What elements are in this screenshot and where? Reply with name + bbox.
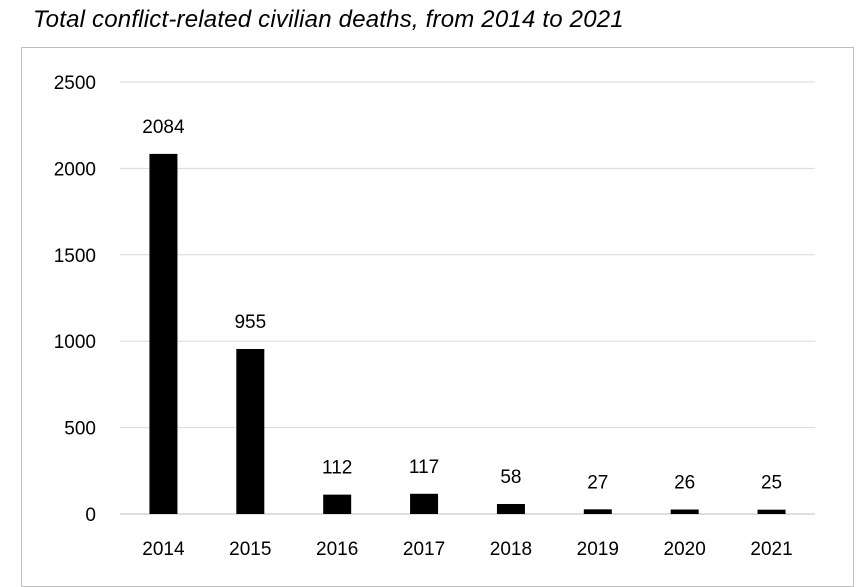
x-tick-label-2019: 2019 [577,539,619,560]
data-label-2018: 58 [500,467,521,488]
x-tick-label-2017: 2017 [403,539,445,560]
y-tick-label: 1500 [54,246,96,267]
y-tick-label: 2500 [54,73,96,94]
x-tick-label-2015: 2015 [229,539,271,560]
bar-2016 [323,494,352,514]
chart-title: Total conflict-related civilian deaths, … [33,6,624,33]
bar-2018 [496,503,525,514]
y-tick-label: 2000 [54,159,96,180]
x-tick-label-2016: 2016 [316,539,358,560]
bar-2021 [757,509,786,514]
data-label-2020: 26 [674,473,695,494]
bars [149,153,786,514]
x-tick-label-2021: 2021 [750,539,792,560]
y-tick-label: 1000 [54,332,96,353]
x-tick-label-2018: 2018 [490,539,532,560]
y-axis: 0 500 1000 1500 2000 2500 [54,73,96,526]
data-label-2021: 25 [761,473,782,494]
bar-2015 [236,348,265,514]
bar-2014 [149,153,178,514]
data-label-2017: 117 [409,457,439,478]
data-label-2019: 27 [587,472,608,493]
x-axis: 2014 2015 2016 2017 2018 2019 2020 2021 [142,539,792,560]
x-tick-label-2014: 2014 [142,539,185,560]
y-tick-label: 0 [85,505,96,526]
bar-2017 [410,493,439,514]
bar-2020 [670,509,699,514]
gridlines [120,81,815,515]
data-labels: 2084 955 112 117 58 27 26 25 [142,117,782,494]
data-label-2016: 112 [322,458,352,479]
y-tick-label: 500 [64,419,96,440]
data-label-2015: 955 [234,312,266,333]
data-label-2014: 2084 [142,117,185,138]
bar-2019 [583,509,612,514]
x-tick-label-2020: 2020 [664,539,706,560]
